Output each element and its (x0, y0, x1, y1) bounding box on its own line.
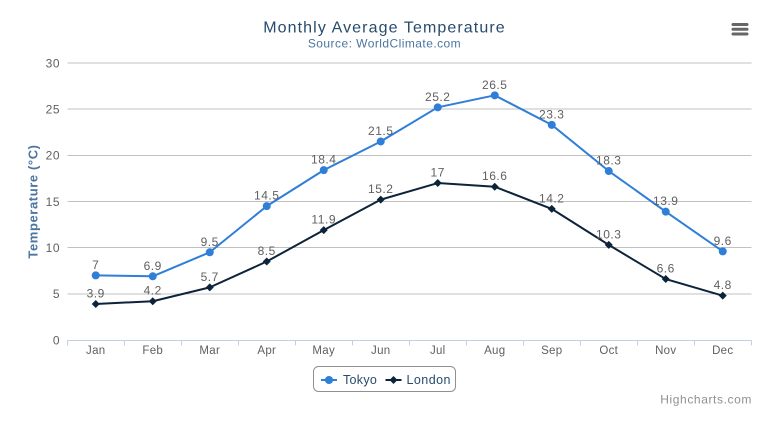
svg-text:17: 17 (431, 166, 445, 180)
svg-text:Sep: Sep (541, 345, 562, 357)
svg-text:7: 7 (92, 258, 99, 272)
svg-text:4.2: 4.2 (144, 284, 162, 298)
svg-text:Nov: Nov (655, 345, 676, 357)
svg-text:13.9: 13.9 (653, 194, 679, 208)
svg-text:London: London (407, 373, 451, 387)
svg-text:9.6: 9.6 (714, 234, 732, 248)
svg-text:23.3: 23.3 (539, 107, 565, 121)
svg-text:Apr: Apr (257, 345, 276, 357)
svg-text:Dec: Dec (712, 345, 733, 357)
svg-text:Temperature (°C): Temperature (°C) (26, 144, 41, 258)
svg-text:Oct: Oct (599, 345, 618, 357)
svg-text:Jul: Jul (430, 345, 446, 357)
svg-text:16.6: 16.6 (482, 169, 508, 183)
svg-text:Source: WorldClimate.com: Source: WorldClimate.com (308, 37, 461, 51)
svg-text:15: 15 (46, 195, 60, 209)
svg-text:18.4: 18.4 (311, 153, 337, 167)
svg-text:Mar: Mar (199, 345, 220, 357)
svg-text:Highcharts.com: Highcharts.com (660, 393, 752, 407)
svg-text:5: 5 (53, 287, 60, 301)
svg-text:6.6: 6.6 (657, 262, 675, 276)
svg-text:Jun: Jun (371, 345, 390, 357)
svg-text:5.7: 5.7 (201, 270, 219, 284)
svg-text:Monthly Average Temperature: Monthly Average Temperature (263, 20, 506, 37)
svg-text:20: 20 (46, 149, 60, 163)
svg-text:0: 0 (53, 333, 60, 347)
svg-text:21.5: 21.5 (368, 124, 394, 138)
svg-text:30: 30 (46, 56, 60, 70)
svg-text:18.3: 18.3 (596, 154, 622, 168)
svg-text:4.8: 4.8 (714, 278, 732, 292)
svg-text:Feb: Feb (142, 345, 163, 357)
svg-text:10.3: 10.3 (596, 227, 622, 241)
svg-text:8.5: 8.5 (258, 244, 276, 258)
svg-text:11.9: 11.9 (311, 213, 336, 227)
svg-text:May: May (312, 345, 335, 357)
svg-text:6.9: 6.9 (144, 259, 162, 273)
svg-text:26.5: 26.5 (482, 78, 508, 92)
svg-text:14.5: 14.5 (254, 189, 280, 203)
svg-text:14.2: 14.2 (539, 191, 565, 205)
svg-text:25.2: 25.2 (425, 90, 451, 104)
svg-text:Tokyo: Tokyo (343, 373, 377, 387)
svg-text:25: 25 (46, 103, 60, 117)
svg-text:Aug: Aug (484, 345, 505, 357)
svg-text:3.9: 3.9 (87, 286, 105, 300)
svg-text:Jan: Jan (86, 345, 105, 357)
svg-text:15.2: 15.2 (368, 182, 394, 196)
svg-text:9.5: 9.5 (201, 235, 219, 249)
svg-text:10: 10 (46, 241, 60, 255)
